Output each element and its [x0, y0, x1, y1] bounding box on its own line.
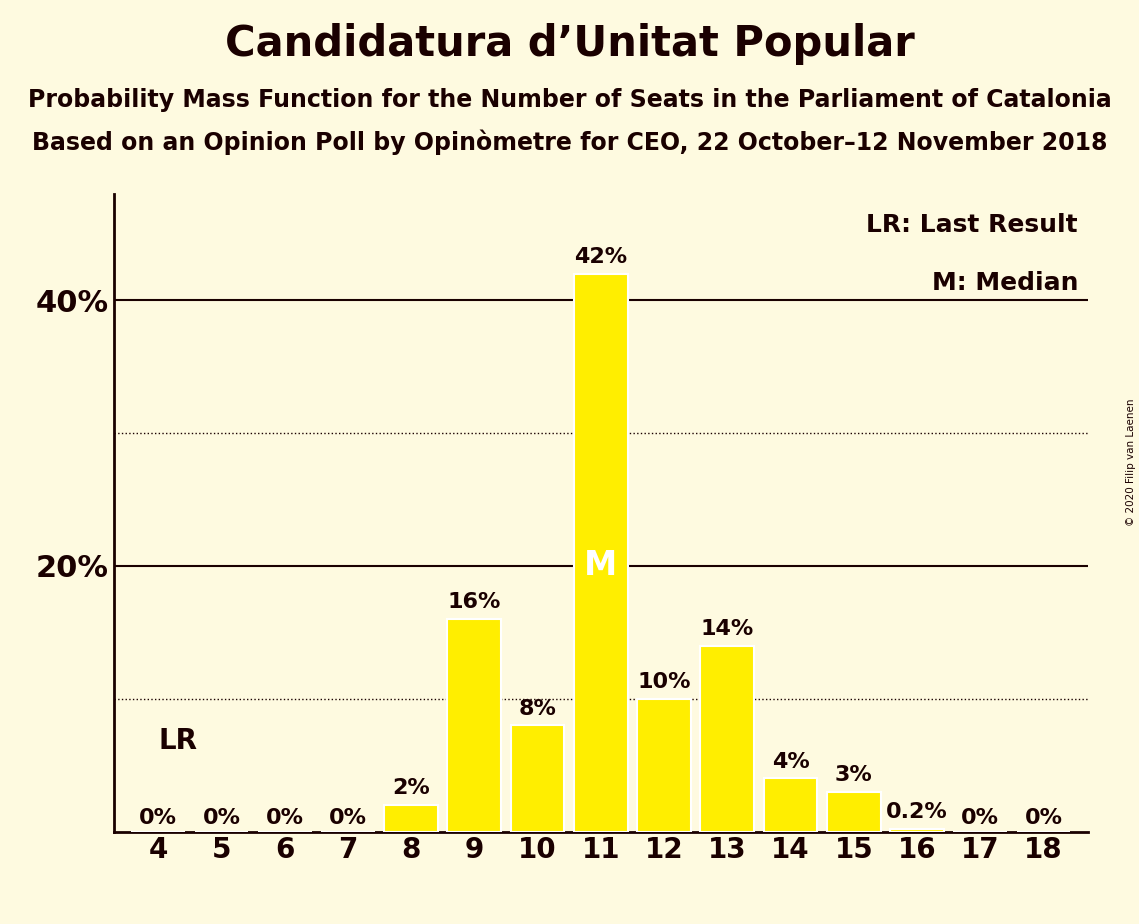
Text: 10%: 10%	[638, 672, 691, 692]
Text: LR: Last Result: LR: Last Result	[867, 213, 1077, 237]
Text: Probability Mass Function for the Number of Seats in the Parliament of Catalonia: Probability Mass Function for the Number…	[27, 88, 1112, 112]
Bar	[510, 725, 565, 832]
Text: 0.2%: 0.2%	[886, 802, 948, 822]
Bar	[637, 699, 691, 832]
Text: 0%: 0%	[329, 808, 367, 828]
Text: 3%: 3%	[835, 765, 872, 785]
Bar	[763, 778, 818, 832]
Text: M: Median: M: Median	[932, 271, 1077, 295]
Text: 0%: 0%	[265, 808, 304, 828]
Bar	[384, 805, 439, 832]
Text: 16%: 16%	[448, 592, 501, 613]
Text: 4%: 4%	[771, 752, 810, 772]
Text: 0%: 0%	[203, 808, 240, 828]
Bar	[574, 274, 628, 832]
Text: LR: LR	[158, 726, 197, 755]
Text: Candidatura d’Unitat Popular: Candidatura d’Unitat Popular	[224, 23, 915, 65]
Text: 8%: 8%	[518, 699, 557, 719]
Text: 0%: 0%	[139, 808, 178, 828]
Text: M: M	[584, 550, 617, 582]
Text: 2%: 2%	[392, 778, 431, 798]
Text: 42%: 42%	[574, 247, 628, 267]
Text: 0%: 0%	[961, 808, 999, 828]
Text: 0%: 0%	[1024, 808, 1063, 828]
Bar	[827, 792, 880, 832]
Bar	[891, 829, 944, 832]
Text: Based on an Opinion Poll by Opinòmetre for CEO, 22 October–12 November 2018: Based on an Opinion Poll by Opinòmetre f…	[32, 129, 1107, 155]
Bar	[448, 619, 501, 832]
Bar	[700, 646, 754, 832]
Text: © 2020 Filip van Laenen: © 2020 Filip van Laenen	[1126, 398, 1136, 526]
Text: 14%: 14%	[700, 619, 754, 639]
